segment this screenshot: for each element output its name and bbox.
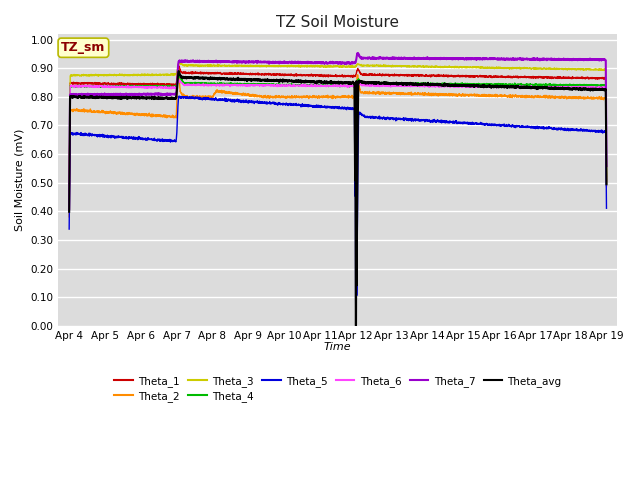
Y-axis label: Soil Moisture (mV): Soil Moisture (mV): [15, 129, 25, 231]
X-axis label: Time: Time: [324, 342, 351, 352]
Text: TZ_sm: TZ_sm: [61, 41, 106, 54]
Title: TZ Soil Moisture: TZ Soil Moisture: [276, 15, 399, 30]
Legend: Theta_1, Theta_2, Theta_3, Theta_4, Theta_5, Theta_6, Theta_7, Theta_avg: Theta_1, Theta_2, Theta_3, Theta_4, Thet…: [110, 372, 566, 406]
